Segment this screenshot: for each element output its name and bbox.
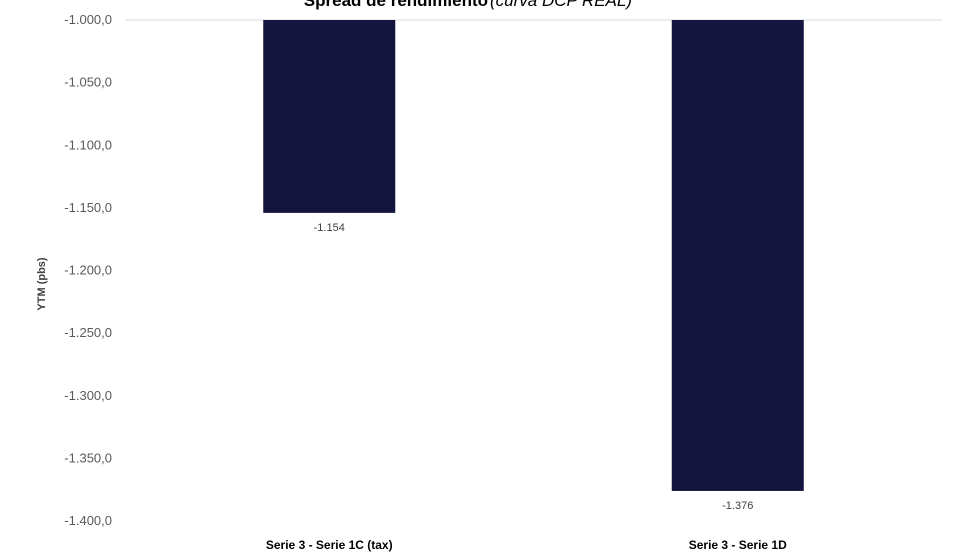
y-tick-label: -1.250,0	[64, 325, 112, 340]
y-tick-label: -1.300,0	[64, 388, 112, 403]
y-axis-ticks: -1.000,0 -1.050,0 -1.100,0 -1.150,0 -1.200,0…	[64, 12, 112, 528]
data-label: -1.154	[314, 222, 345, 234]
bar	[671, 20, 804, 491]
y-axis-label: YTM (pbs)	[36, 257, 48, 310]
y-tick-label: -1.000,0	[64, 12, 112, 27]
chart-subtitle: (curva DCP REAL)	[490, 0, 632, 10]
data-label: -1.376	[722, 500, 753, 512]
y-tick-label: -1.200,0	[64, 263, 112, 278]
bars-group: -1.154 -1.376	[263, 20, 804, 512]
category-labels: Serie 3 - Serie 1C (tax) Serie 3 - Serie …	[266, 538, 787, 552]
x-category-label: Serie 3 - Serie 1C (tax)	[266, 538, 393, 552]
y-tick-label: -1.050,0	[64, 75, 112, 90]
x-category-label: Serie 3 - Serie 1D	[689, 538, 787, 552]
y-tick-label: -1.100,0	[64, 137, 112, 152]
chart-title: Spread de rendimiento	[304, 0, 488, 10]
y-tick-label: -1.350,0	[64, 450, 112, 465]
y-tick-label: -1.400,0	[64, 513, 112, 528]
y-tick-label: -1.150,0	[64, 200, 112, 215]
bar	[263, 20, 396, 213]
